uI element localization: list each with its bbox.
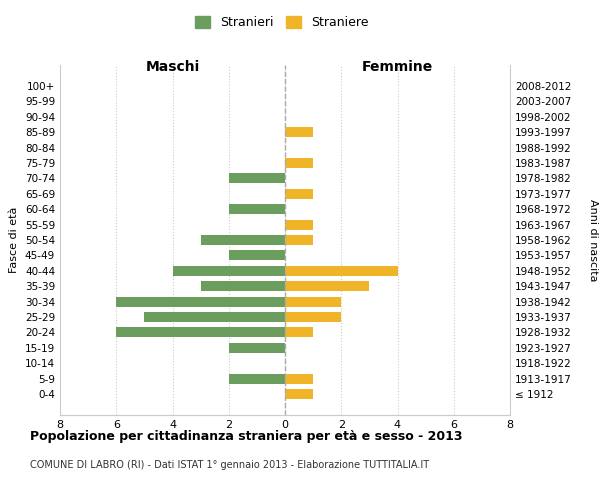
Bar (229, 174, 285, 184)
Bar (116, 328, 285, 338)
Bar (116, 296, 285, 306)
Text: Popolazione per cittadinanza straniera per età e sesso - 2013: Popolazione per cittadinanza straniera p… (30, 430, 463, 443)
Bar (229, 343, 285, 353)
Bar (285, 266, 398, 276)
Bar (285, 235, 313, 245)
Bar (229, 250, 285, 260)
Bar (200, 235, 285, 245)
Bar (173, 266, 285, 276)
Bar (285, 127, 313, 137)
Bar (285, 281, 370, 291)
Bar (285, 389, 313, 399)
Bar (285, 328, 313, 338)
Bar (229, 374, 285, 384)
Bar (285, 189, 313, 199)
Y-axis label: Fasce di età: Fasce di età (10, 207, 19, 273)
Y-axis label: Anni di nascita: Anni di nascita (588, 198, 598, 281)
Bar (145, 312, 285, 322)
Legend: Stranieri, Straniere: Stranieri, Straniere (190, 11, 374, 34)
Bar (229, 204, 285, 214)
Text: Maschi: Maschi (145, 60, 200, 74)
Bar (285, 158, 313, 168)
Bar (200, 281, 285, 291)
Text: Femmine: Femmine (362, 60, 433, 74)
Bar (285, 220, 313, 230)
Text: COMUNE DI LABRO (RI) - Dati ISTAT 1° gennaio 2013 - Elaborazione TUTTITALIA.IT: COMUNE DI LABRO (RI) - Dati ISTAT 1° gen… (30, 460, 429, 470)
Bar (285, 312, 341, 322)
Bar (285, 296, 341, 306)
Bar (285, 374, 313, 384)
